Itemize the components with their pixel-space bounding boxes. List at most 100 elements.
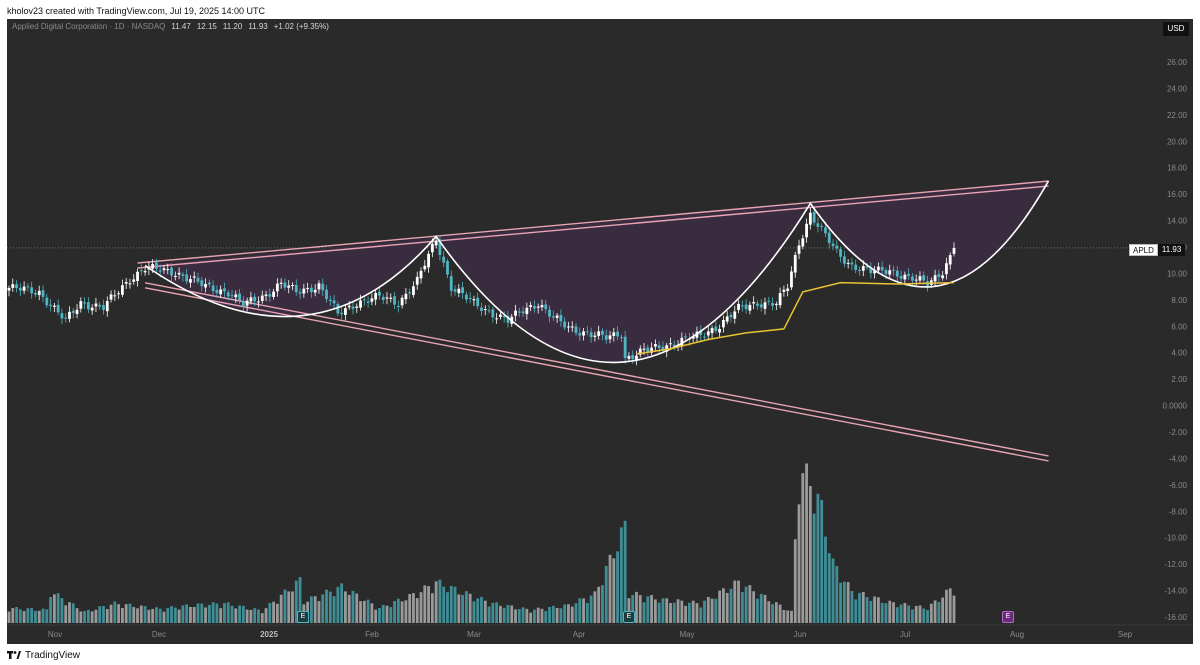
candle-body: [597, 331, 601, 336]
candle-body: [578, 333, 582, 336]
chart-frame[interactable]: 26.0024.0022.0020.0018.0016.0014.0012.00…: [7, 19, 1193, 644]
candle-body: [185, 274, 189, 282]
candle-body: [109, 294, 113, 300]
volume-bar: [204, 607, 207, 623]
candle-body: [487, 310, 491, 312]
candle-body: [937, 274, 941, 277]
candle-body: [767, 300, 771, 302]
volume-bar: [105, 609, 109, 623]
y-axis-tick-label: 14.00: [1167, 217, 1188, 226]
y-axis-tick-label: 22.00: [1167, 111, 1188, 120]
volume-bar: [162, 611, 166, 623]
candle-body: [842, 256, 846, 264]
candle-body: [347, 305, 351, 308]
volume-bar: [627, 598, 631, 623]
candle-body: [495, 318, 499, 320]
volume-bar: [858, 593, 861, 623]
volume-bar: [249, 609, 253, 623]
candle-body: [430, 243, 434, 253]
candle-body: [548, 309, 551, 317]
volume-bar: [548, 607, 551, 623]
volume-bar: [574, 603, 578, 623]
volume-bar: [933, 600, 937, 623]
legend-open: 11.47: [171, 22, 191, 31]
volume-bar: [30, 608, 34, 623]
candle-body: [793, 254, 797, 273]
candle-body: [533, 305, 536, 309]
volume-bar: [173, 607, 177, 623]
volume-bar: [419, 592, 423, 623]
currency-button[interactable]: USD: [1163, 22, 1189, 36]
volume-bar: [926, 610, 929, 623]
candle-body: [824, 227, 827, 234]
volume-bar: [877, 597, 880, 623]
volume-bar: [158, 608, 162, 623]
candle-body: [79, 301, 83, 309]
volume-bar: [56, 593, 60, 623]
volume-bar: [710, 598, 714, 623]
earnings-marker[interactable]: E: [297, 611, 309, 623]
volume-bar: [570, 606, 574, 623]
candle-body: [291, 285, 294, 287]
candle-body: [525, 307, 529, 315]
volume-bar: [238, 605, 241, 623]
volume-bar: [929, 603, 933, 623]
candle-body: [75, 309, 79, 314]
candle-body: [385, 297, 389, 299]
candle-body: [362, 299, 366, 301]
candle-body: [816, 223, 820, 227]
volume-bar: [521, 607, 525, 623]
volume-bar: [83, 611, 86, 623]
candle-body: [306, 287, 310, 289]
candle-body: [219, 289, 223, 295]
tradingview-logo-icon: [7, 651, 21, 659]
volume-bar: [480, 596, 483, 623]
volume-bar: [812, 513, 816, 623]
volume-bar: [801, 473, 805, 623]
price-chart[interactable]: 26.0024.0022.0020.0018.0016.0014.0012.00…: [7, 19, 1193, 644]
volume-bar: [808, 486, 812, 623]
candle-body: [820, 225, 824, 227]
candle-body: [155, 262, 158, 269]
volume-bar: [820, 499, 824, 623]
y-axis-tick-label: -12.00: [1164, 560, 1187, 569]
candle-body: [827, 232, 831, 244]
volume-bar: [778, 604, 782, 623]
moving-average-line: [636, 281, 955, 355]
candle-body: [631, 355, 635, 359]
volume-bar: [64, 605, 68, 623]
volume-bar: [737, 580, 740, 623]
last-price-tag: APLD 11.93: [1129, 244, 1186, 256]
candle-body: [839, 249, 842, 257]
x-axis-tick-label: Feb: [365, 630, 379, 639]
candle-body: [752, 302, 756, 304]
volume-bar: [839, 582, 842, 623]
y-axis-tick-label: -10.00: [1164, 534, 1187, 543]
upcoming-earnings-marker[interactable]: E: [1002, 611, 1014, 623]
candle-body: [555, 315, 559, 318]
volume-bar: [495, 602, 499, 623]
candle-body: [396, 305, 400, 307]
volume-bar: [638, 595, 642, 623]
volume-bar: [143, 606, 147, 623]
candle-body: [207, 282, 211, 285]
volume-bar: [635, 591, 638, 623]
candle-body: [113, 295, 117, 297]
candle-body: [18, 287, 22, 291]
volume-bar: [464, 591, 468, 623]
candle-body: [41, 290, 45, 297]
candle-body: [846, 262, 850, 264]
volume-bar: [200, 603, 204, 623]
volume-bar: [264, 608, 268, 623]
volume-bar: [49, 597, 52, 623]
volume-bar: [298, 577, 302, 623]
volume-bar: [604, 565, 608, 623]
volume-bar: [98, 606, 102, 623]
earnings-marker[interactable]: E: [623, 611, 635, 623]
volume-bar: [835, 566, 839, 623]
candle-body: [325, 289, 328, 300]
candle-body: [468, 297, 472, 299]
volume-bar: [359, 601, 362, 623]
candle-body: [646, 347, 650, 352]
candle-body: [423, 265, 427, 270]
